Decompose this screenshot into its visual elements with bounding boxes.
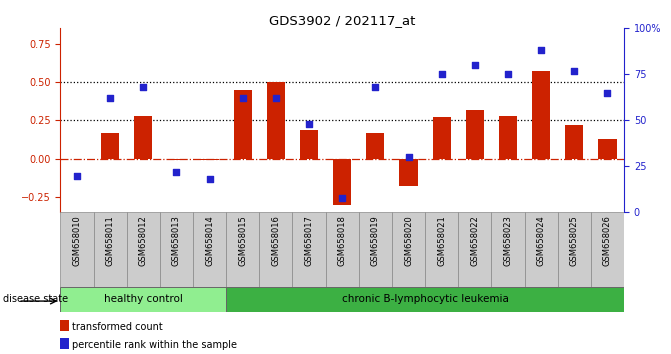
Bar xyxy=(525,212,558,287)
Text: GSM658026: GSM658026 xyxy=(603,215,612,266)
Point xyxy=(72,173,83,178)
Bar xyxy=(558,212,591,287)
Text: GSM658020: GSM658020 xyxy=(404,215,413,266)
Text: GSM658022: GSM658022 xyxy=(470,215,479,266)
Point xyxy=(436,72,447,77)
Point xyxy=(337,195,348,200)
Bar xyxy=(60,212,93,287)
Bar xyxy=(491,212,525,287)
Bar xyxy=(565,125,583,159)
Bar xyxy=(532,71,550,159)
Point xyxy=(204,176,215,182)
Bar xyxy=(193,212,226,287)
Bar xyxy=(466,110,484,159)
Bar xyxy=(325,212,359,287)
Text: GSM658016: GSM658016 xyxy=(271,215,280,266)
Text: GSM658024: GSM658024 xyxy=(537,215,546,266)
Text: GSM658011: GSM658011 xyxy=(105,215,115,266)
Text: GSM658010: GSM658010 xyxy=(72,215,81,266)
Bar xyxy=(60,338,69,349)
Point xyxy=(503,72,513,77)
Bar xyxy=(333,159,352,205)
Bar xyxy=(201,159,219,160)
Text: disease state: disease state xyxy=(3,294,68,304)
Bar xyxy=(591,212,624,287)
Bar xyxy=(392,212,425,287)
Bar xyxy=(359,212,392,287)
Bar xyxy=(267,82,285,159)
Text: GSM658023: GSM658023 xyxy=(503,215,513,266)
Text: GSM658013: GSM658013 xyxy=(172,215,181,266)
Text: percentile rank within the sample: percentile rank within the sample xyxy=(72,340,238,350)
Title: GDS3902 / 202117_at: GDS3902 / 202117_at xyxy=(269,14,415,27)
Text: GSM658014: GSM658014 xyxy=(205,215,214,266)
Text: GSM658019: GSM658019 xyxy=(371,215,380,266)
Point xyxy=(105,96,115,101)
Bar xyxy=(226,287,624,312)
Bar xyxy=(425,212,458,287)
Text: GSM658015: GSM658015 xyxy=(238,215,247,266)
Bar xyxy=(134,116,152,159)
Text: GSM658012: GSM658012 xyxy=(139,215,148,266)
Bar xyxy=(60,320,69,331)
Text: transformed count: transformed count xyxy=(72,322,163,332)
Bar xyxy=(60,287,226,312)
Bar xyxy=(93,212,127,287)
Point xyxy=(304,121,315,127)
Bar xyxy=(259,212,293,287)
Bar xyxy=(300,130,318,159)
Text: GSM658017: GSM658017 xyxy=(305,215,313,266)
Bar xyxy=(127,212,160,287)
Text: GSM658021: GSM658021 xyxy=(437,215,446,266)
Text: chronic B-lymphocytic leukemia: chronic B-lymphocytic leukemia xyxy=(342,294,509,304)
Point xyxy=(370,84,380,90)
Bar xyxy=(293,212,325,287)
Point xyxy=(602,90,613,96)
Point xyxy=(569,68,580,74)
Bar xyxy=(160,212,193,287)
Text: GSM658025: GSM658025 xyxy=(570,215,579,266)
Bar xyxy=(399,159,417,186)
Bar xyxy=(366,133,384,159)
Point xyxy=(403,154,414,160)
Point xyxy=(171,169,182,175)
Bar xyxy=(101,133,119,159)
Bar xyxy=(499,116,517,159)
Point xyxy=(138,84,149,90)
Point xyxy=(270,96,281,101)
Point xyxy=(535,47,546,53)
Bar xyxy=(226,212,259,287)
Point xyxy=(238,96,248,101)
Bar xyxy=(234,90,252,159)
Bar xyxy=(433,117,451,159)
Text: GSM658018: GSM658018 xyxy=(338,215,347,266)
Bar xyxy=(599,139,617,159)
Text: healthy control: healthy control xyxy=(104,294,183,304)
Point xyxy=(470,62,480,68)
Bar xyxy=(167,159,186,160)
Bar xyxy=(458,212,491,287)
